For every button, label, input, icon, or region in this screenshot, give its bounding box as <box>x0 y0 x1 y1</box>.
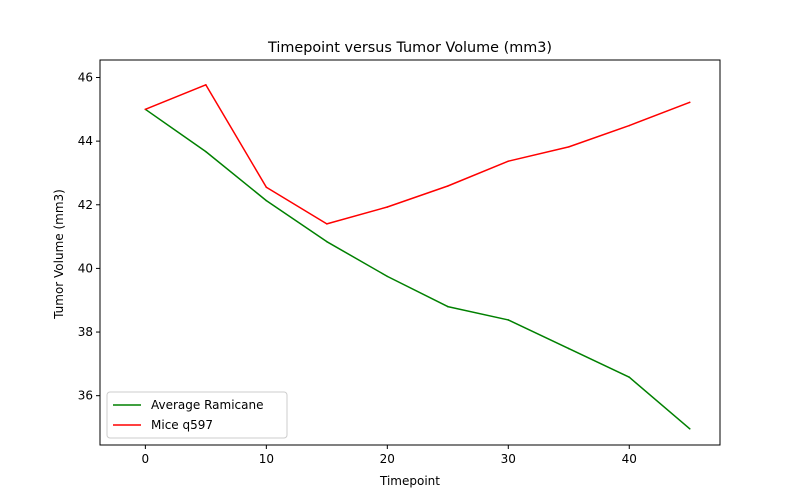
data-point-s1-5 <box>447 305 449 308</box>
data-point-s2-7 <box>567 146 570 148</box>
legend-label-2: Mice q597 <box>151 418 213 432</box>
x-axis-title: Timepoint <box>379 474 440 488</box>
data-point-s2-4 <box>386 206 389 208</box>
x-tick-label: 0 <box>142 452 150 466</box>
legend: Average Ramicane Mice q597 <box>106 391 288 439</box>
y-tick-label: 44 <box>78 134 93 148</box>
legend-label-1: Average Ramicane <box>151 398 263 412</box>
data-point-s1-2 <box>265 199 268 202</box>
x-tick-label: 30 <box>501 452 516 466</box>
data-point-s2-6 <box>507 160 510 162</box>
data-point-s1-8 <box>628 376 631 379</box>
y-tick-label: 38 <box>78 325 93 339</box>
data-point-s1-6 <box>507 319 510 321</box>
chart-title: Timepoint versus Tumor Volume (mm3) <box>267 40 552 56</box>
data-point-s2-8 <box>628 124 631 127</box>
y-tick-label: 42 <box>78 198 93 212</box>
series-line-1 <box>144 108 691 430</box>
y-tick-label: 36 <box>78 389 93 403</box>
data-point-s1-9 <box>688 427 691 430</box>
data-point-s2-2 <box>265 186 268 189</box>
data-point-s2-9 <box>688 101 691 104</box>
x-tick-label: 40 <box>622 452 637 466</box>
data-point-s1-4 <box>386 275 389 278</box>
y-tick-label: 40 <box>78 261 93 275</box>
data-point-s1-3 <box>326 240 328 243</box>
x-tick-label: 10 <box>259 452 274 466</box>
data-point-s2-5 <box>447 185 449 187</box>
data-point-s2-1 <box>205 84 207 86</box>
plot-area: 0 10 20 30 40 36 38 40 42 44 46 <box>78 59 721 466</box>
data-point-s1-1 <box>205 150 207 153</box>
data-point-s2-3 <box>326 223 328 225</box>
y-axis-title: Tumor Volume (mm3) <box>52 189 66 320</box>
data-point-s2-0 <box>144 108 147 111</box>
legend-box <box>106 391 288 439</box>
x-tick-label: 20 <box>380 452 395 466</box>
y-tick-label: 46 <box>78 71 93 85</box>
axes-frame <box>99 59 721 446</box>
series-line-2 <box>145 84 691 225</box>
data-point-s1-7 <box>567 347 570 350</box>
